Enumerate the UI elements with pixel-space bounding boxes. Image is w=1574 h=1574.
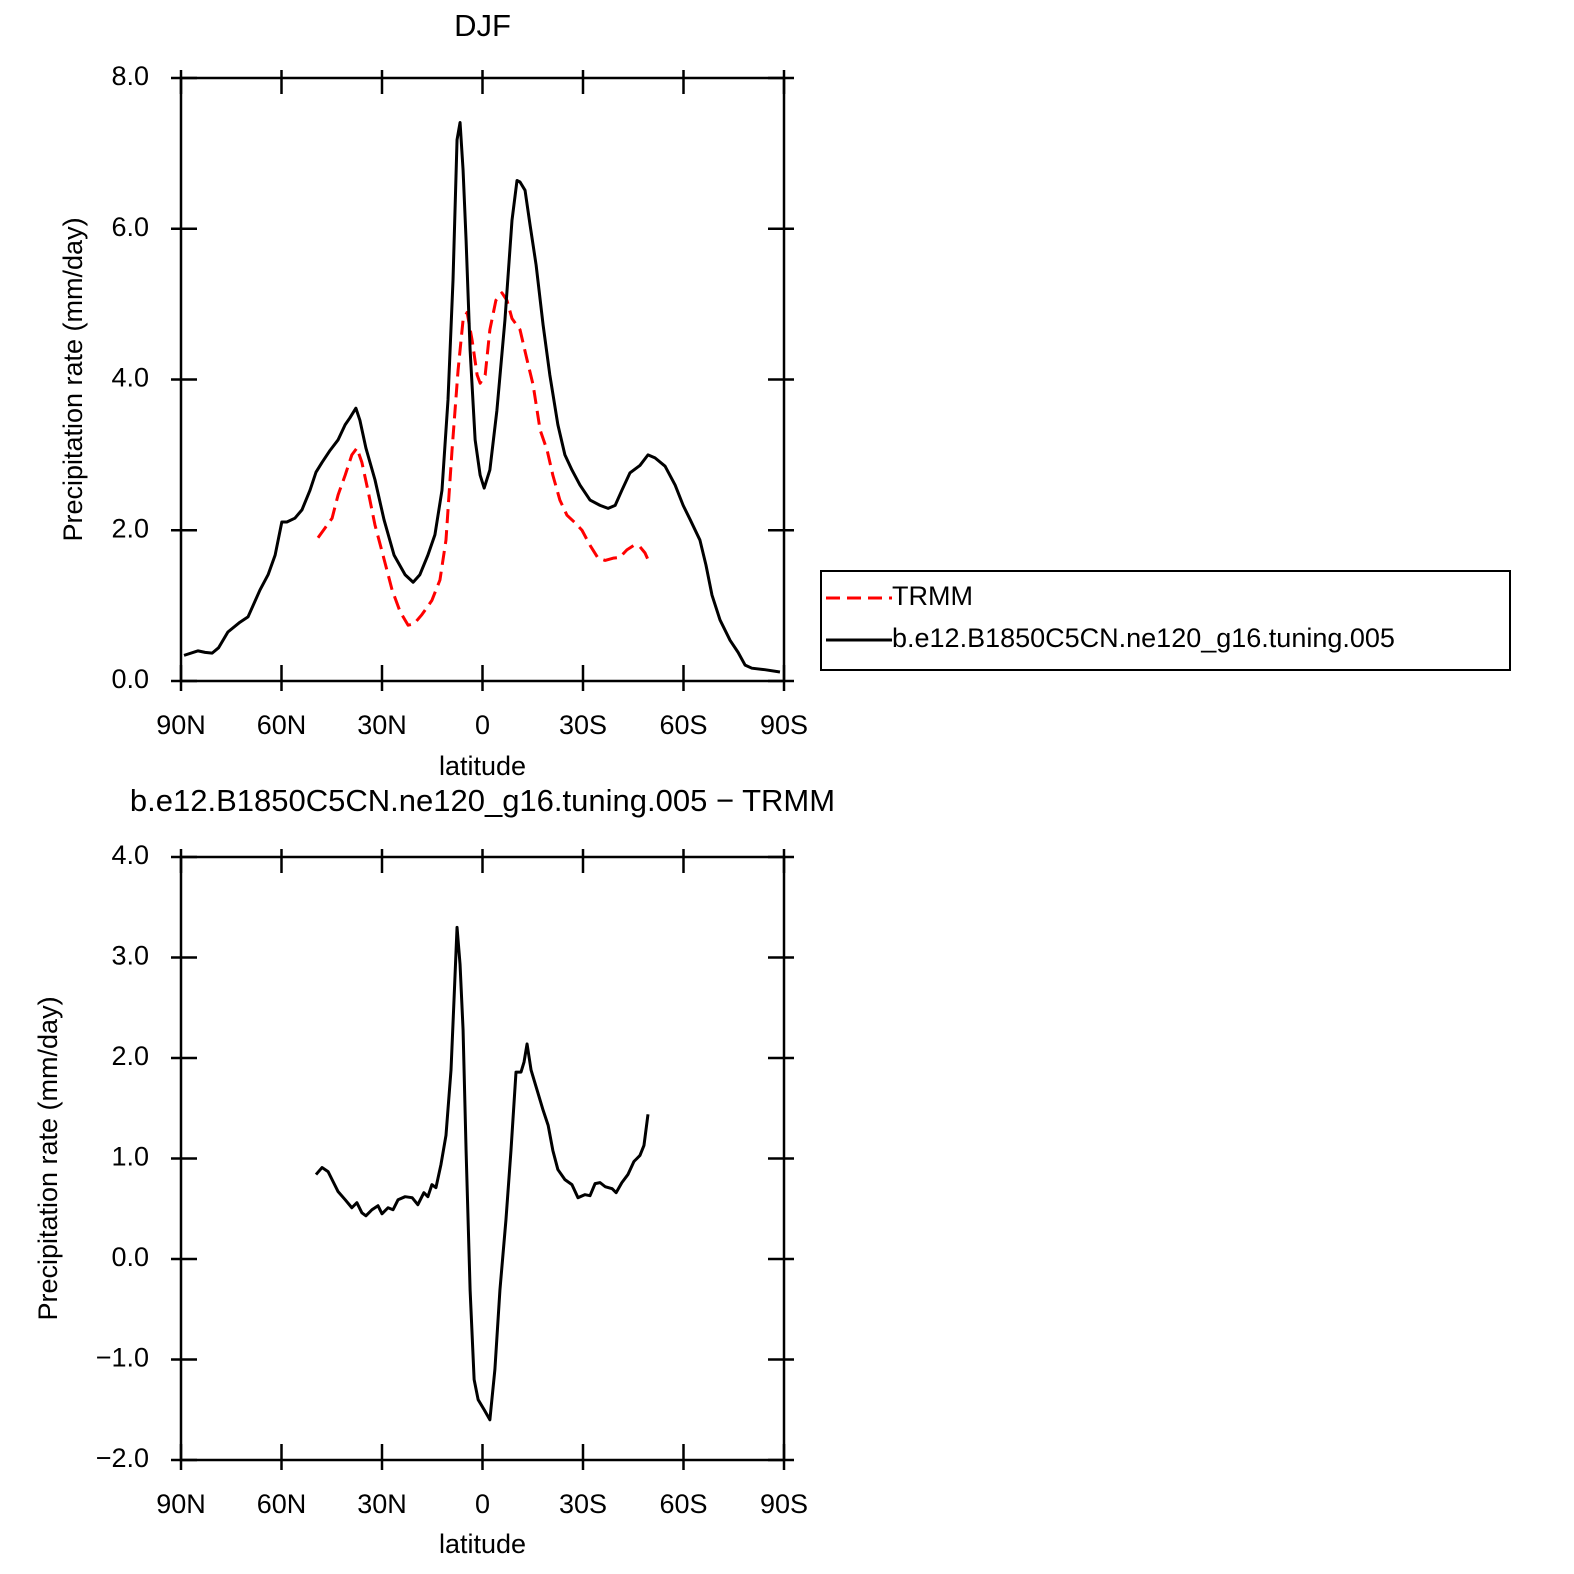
plot-frame xyxy=(179,855,786,1462)
data-line xyxy=(314,925,650,1422)
legend: TRMM b.e12.B1850C5CN.ne120_g16.tuning.005 xyxy=(820,570,1511,671)
y-tick-label: 2.0 xyxy=(111,513,149,543)
y-tick-label: 4.0 xyxy=(111,840,149,870)
x-tick-label: 90S xyxy=(760,710,808,740)
x-tick-label: 30S xyxy=(559,1489,607,1519)
y-tick-label: 0.0 xyxy=(111,1242,149,1272)
y-tick-label: 2.0 xyxy=(111,1041,149,1071)
y-tick-label: 4.0 xyxy=(111,363,149,393)
x-tick-label: 0 xyxy=(475,710,490,740)
panel: DJF latitude Precipitation rate (mm/day) 90… xyxy=(58,8,1511,781)
panel: b.e12.B1850C5CN.ne120_g16.tuning.005 − T… xyxy=(33,783,835,1559)
y-tick-label: −2.0 xyxy=(96,1443,149,1473)
legend-label: TRMM xyxy=(892,581,973,611)
chart-title: DJF xyxy=(454,8,511,43)
chart-title: b.e12.B1850C5CN.ne120_g16.tuning.005 − T… xyxy=(130,783,835,818)
x-axis-label: latitude xyxy=(439,1529,526,1559)
x-axis-label: latitude xyxy=(439,751,526,781)
data-line xyxy=(316,291,651,627)
x-tick-label: 30S xyxy=(559,710,607,740)
x-tick-label: 90N xyxy=(156,1489,206,1519)
plot-frame xyxy=(179,76,786,683)
data-line xyxy=(183,120,781,674)
x-tick-label: 30N xyxy=(357,1489,407,1519)
legend-label: b.e12.B1850C5CN.ne120_g16.tuning.005 xyxy=(892,623,1395,653)
x-tick-label: 60S xyxy=(659,710,707,740)
y-tick-label: 8.0 xyxy=(111,61,149,91)
y-tick-label: 3.0 xyxy=(111,941,149,971)
x-tick-label: 60N xyxy=(257,1489,307,1519)
y-tick-label: 1.0 xyxy=(111,1142,149,1172)
x-tick-label: 30N xyxy=(357,710,407,740)
x-tick-label: 60S xyxy=(659,1489,707,1519)
y-axis-label: Precipitation rate (mm/day) xyxy=(33,996,63,1320)
x-tick-label: 90N xyxy=(156,710,206,740)
y-tick-label: −1.0 xyxy=(96,1343,149,1373)
y-tick-label: 6.0 xyxy=(111,212,149,242)
x-tick-label: 90S xyxy=(760,1489,808,1519)
x-tick-label: 0 xyxy=(475,1489,490,1519)
x-tick-label: 60N xyxy=(257,710,307,740)
y-tick-label: 0.0 xyxy=(111,664,149,694)
y-axis-label: Precipitation rate (mm/day) xyxy=(58,217,88,541)
legend-box xyxy=(820,570,1511,671)
